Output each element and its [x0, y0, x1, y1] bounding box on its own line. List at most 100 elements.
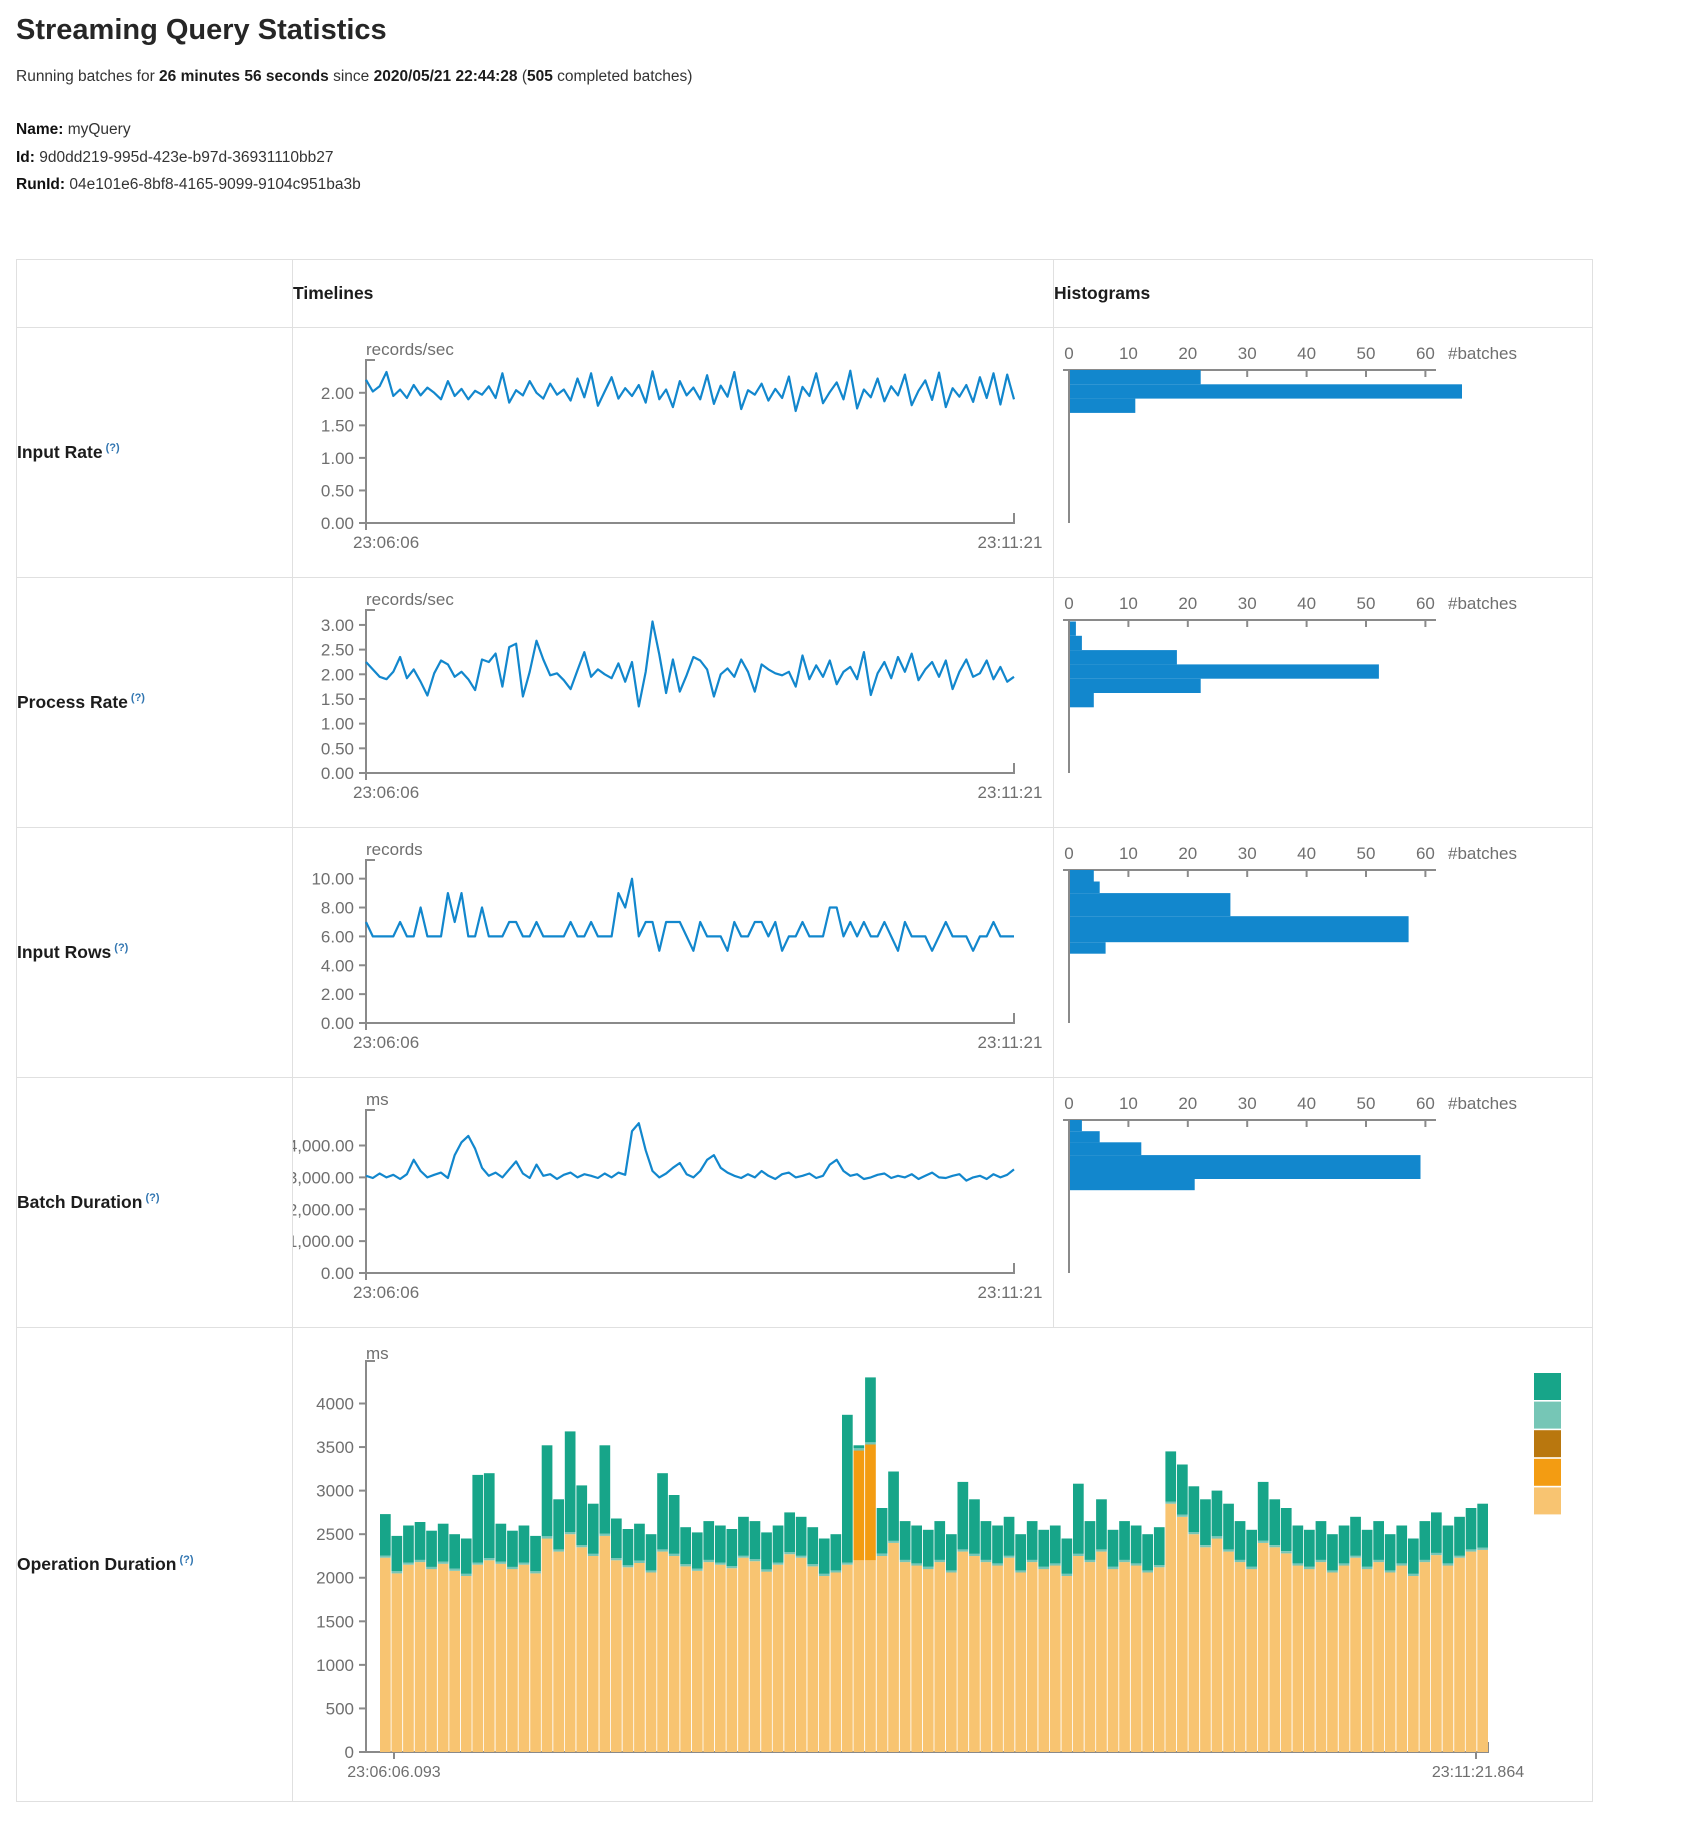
table-header-row: Timelines Histograms — [16, 258, 1593, 328]
query-id-line: Id: 9d0dd219-995d-423e-b97d-36931110bb27 — [16, 144, 1693, 172]
runid-value: 04e101e6-8bf8-4165-9099-9104c951ba3b — [69, 176, 361, 193]
svg-text:0.00: 0.00 — [321, 514, 354, 533]
svg-text:1.00: 1.00 — [321, 449, 354, 468]
svg-text:2,000.00: 2,000.00 — [293, 1200, 354, 1219]
svg-text:1000: 1000 — [316, 1656, 354, 1675]
svg-text:10: 10 — [1119, 594, 1138, 613]
svg-text:2.50: 2.50 — [321, 641, 354, 660]
svg-text:ms: ms — [366, 1090, 389, 1109]
svg-text:20: 20 — [1178, 594, 1197, 613]
svg-text:1.50: 1.50 — [321, 690, 354, 709]
svg-text:20: 20 — [1178, 1094, 1197, 1113]
svg-text:records/sec: records/sec — [366, 340, 454, 359]
page-title: Streaming Query Statistics — [16, 14, 387, 46]
svg-text:1.00: 1.00 — [321, 715, 354, 734]
input-rate-row: Input Rate (?) records/sec 2.00 1.50 1.00 0.5… — [16, 326, 1593, 578]
svg-text:23:11:21: 23:11:21 — [978, 783, 1043, 802]
svg-text:#batches: #batches — [1448, 344, 1517, 363]
svg-text:0: 0 — [1064, 594, 1073, 613]
name-value: myQuery — [67, 121, 131, 138]
svg-text:6.00: 6.00 — [321, 927, 354, 946]
svg-text:3,000.00: 3,000.00 — [293, 1168, 354, 1187]
svg-text:60: 60 — [1416, 344, 1435, 363]
query-name-line: Name: myQuery — [16, 116, 1693, 144]
svg-text:0: 0 — [345, 1743, 354, 1762]
statistics-table: Timelines Histograms Input Rate (?) recor… — [16, 258, 1593, 1802]
query-runid-line: RunId: 04e101e6-8bf8-4165-9099-9104c951b… — [16, 171, 1693, 199]
svg-text:60: 60 — [1416, 844, 1435, 863]
svg-text:50: 50 — [1357, 594, 1376, 613]
legend-swatch — [1534, 1487, 1561, 1515]
operation-duration-help-icon[interactable]: (?) — [179, 1553, 194, 1566]
legend-swatch — [1534, 1401, 1561, 1429]
input-rate-label-cell: Input Rate (?) — [16, 326, 293, 578]
svg-text:0.00: 0.00 — [321, 764, 354, 783]
svg-text:0.50: 0.50 — [321, 739, 354, 758]
svg-text:#batches: #batches — [1448, 844, 1517, 863]
input-rate-histogram-chart: 0 10 20 30 40 50 60 #batches — [1063, 344, 1517, 523]
svg-text:records: records — [366, 840, 423, 859]
svg-text:3000: 3000 — [316, 1482, 354, 1501]
svg-text:500: 500 — [326, 1699, 354, 1718]
input-rows-timeline-chart: records 10.00 8.00 6.00 4.00 2.00 0.0023:06:06… — [311, 840, 1042, 1052]
svg-text:30: 30 — [1238, 844, 1257, 863]
svg-text:20: 20 — [1178, 844, 1197, 863]
svg-text:0: 0 — [1064, 844, 1073, 863]
svg-text:30: 30 — [1238, 1094, 1257, 1113]
streaming-query-statistics-page: Streaming Query Statistics Running batch… — [0, 14, 1693, 1802]
svg-text:2000: 2000 — [316, 1569, 354, 1588]
svg-text:ms: ms — [366, 1344, 389, 1363]
svg-text:2.00: 2.00 — [321, 665, 354, 684]
process-rate-help-icon[interactable]: (?) — [130, 691, 145, 704]
svg-text:1,000.00: 1,000.00 — [293, 1232, 354, 1251]
process-rate-row: Process Rate (?) records/sec 3.00 2.50 2.00 1… — [16, 576, 1593, 828]
timelines-header: Timelines — [292, 258, 1054, 328]
svg-text:50: 50 — [1357, 344, 1376, 363]
operation-duration-chart: ms 4000 3500 3000 2500 2000 1500 1000 500 0 23:06:… — [316, 1344, 1561, 1781]
svg-text:23:11:21: 23:11:21 — [978, 1283, 1043, 1302]
svg-text:0: 0 — [1064, 1094, 1073, 1113]
svg-text:10: 10 — [1119, 1094, 1138, 1113]
histograms-header: Histograms — [1053, 258, 1593, 328]
name-label: Name: — [16, 121, 64, 138]
svg-text:4000: 4000 — [316, 1394, 354, 1413]
svg-text:40: 40 — [1297, 1094, 1316, 1113]
svg-text:3.00: 3.00 — [321, 616, 354, 635]
batch-duration-label-cell: Batch Duration (?) — [16, 1076, 293, 1328]
input-rows-row: Input Rows (?) records 10.00 8.00 6.00 4.00 2.… — [16, 826, 1593, 1078]
operation-duration-row: Operation Duration (?) ms 4000 3500 3000 2500… — [16, 1326, 1593, 1802]
svg-text:4.00: 4.00 — [321, 956, 354, 975]
svg-text:23:06:06: 23:06:06 — [353, 533, 419, 552]
svg-text:3500: 3500 — [316, 1438, 354, 1457]
legend-swatch — [1534, 1430, 1561, 1458]
query-metadata: Name: myQuery Id: 9d0dd219-995d-423e-b97… — [16, 116, 1693, 199]
input-rows-label: Input Rows — [17, 941, 112, 962]
input-rows-help-icon[interactable]: (?) — [114, 941, 129, 954]
svg-text:1500: 1500 — [316, 1612, 354, 1631]
input-rate-help-icon[interactable]: (?) — [105, 441, 120, 454]
svg-text:0.00: 0.00 — [321, 1264, 354, 1283]
svg-text:10: 10 — [1119, 844, 1138, 863]
batch-duration-help-icon[interactable]: (?) — [145, 1191, 160, 1204]
running-duration: 26 minutes 56 seconds — [159, 68, 329, 85]
input-rate-label: Input Rate — [17, 441, 103, 462]
svg-text:50: 50 — [1357, 1094, 1376, 1113]
empty-header-cell — [16, 258, 293, 328]
input-rows-histogram-chart: 0 10 20 30 40 50 60 #batches — [1063, 844, 1517, 1023]
batch-duration-row: Batch Duration (?) ms 4,000.00 3,000.00 2,00… — [16, 1076, 1593, 1328]
svg-text:23:06:06: 23:06:06 — [353, 1283, 419, 1302]
process-rate-timeline-chart: records/sec3.002.502.001.501.000.500.002… — [321, 590, 1043, 802]
svg-text:10: 10 — [1119, 344, 1138, 363]
legend-swatch — [1534, 1458, 1561, 1486]
batch-duration-label: Batch Duration — [17, 1191, 143, 1212]
svg-text:23:11:21.864: 23:11:21.864 — [1432, 1764, 1524, 1781]
operation-duration-label: Operation Duration — [17, 1553, 177, 1574]
svg-text:30: 30 — [1238, 344, 1257, 363]
svg-text:23:06:06: 23:06:06 — [353, 783, 419, 802]
svg-text:23:06:06: 23:06:06 — [353, 1033, 419, 1052]
svg-text:0: 0 — [1064, 344, 1073, 363]
svg-text:40: 40 — [1297, 594, 1316, 613]
svg-text:2.00: 2.00 — [321, 985, 354, 1004]
svg-text:20: 20 — [1178, 344, 1197, 363]
